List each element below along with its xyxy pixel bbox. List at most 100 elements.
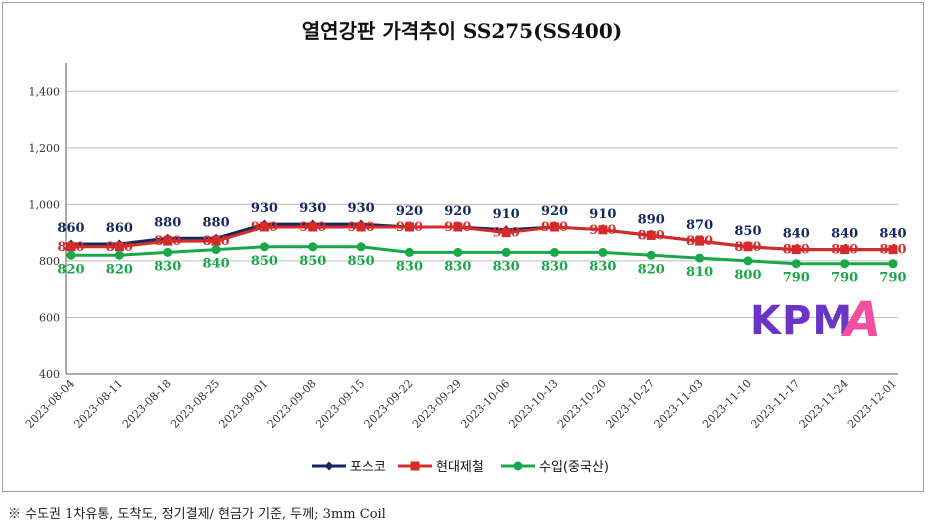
data-label: 820 xyxy=(57,262,84,277)
x-tick-label: 2023-09-15 xyxy=(313,377,367,431)
data-label: 850 xyxy=(734,224,761,239)
data-label: 920 xyxy=(348,220,375,235)
data-label: 850 xyxy=(57,240,84,255)
data-label: 910 xyxy=(589,223,616,238)
data-label: 830 xyxy=(493,259,520,274)
x-tick-label: 2023-09-29 xyxy=(410,377,464,431)
data-label: 920 xyxy=(396,204,423,219)
data-point xyxy=(501,228,511,238)
data-point xyxy=(695,253,705,263)
x-tick-label: 2023-08-18 xyxy=(120,377,174,431)
data-label: 930 xyxy=(251,201,278,216)
data-point xyxy=(163,247,173,257)
data-label: 880 xyxy=(154,215,181,230)
legend-label: 수입(중국산) xyxy=(539,460,609,475)
data-label: 920 xyxy=(444,220,471,235)
y-tick-label: 800 xyxy=(39,255,60,268)
kpma-logo: KPM A xyxy=(750,292,881,346)
data-label: 790 xyxy=(831,271,858,286)
data-label: 910 xyxy=(493,207,520,222)
data-point xyxy=(791,245,801,255)
data-point xyxy=(259,222,269,232)
data-point xyxy=(404,222,414,232)
data-label: 920 xyxy=(299,220,326,235)
x-tick-label: 2023-11-24 xyxy=(797,377,851,431)
x-tick-label: 2023-10-27 xyxy=(603,377,657,431)
line-chart: 열연강판 가격추이 SS275(SS400) 400 600 800 1,000 1,2… xyxy=(23,19,906,475)
series-line xyxy=(71,222,893,252)
data-point xyxy=(743,242,753,252)
series-line xyxy=(71,245,893,266)
legend-label: 포스코 xyxy=(350,460,386,475)
data-point xyxy=(163,236,173,246)
data-label: 800 xyxy=(734,268,761,283)
x-tick-label: 2023-11-10 xyxy=(700,377,754,431)
data-label: 840 xyxy=(831,227,858,242)
data-label: 890 xyxy=(638,228,665,243)
data-label: 920 xyxy=(541,204,568,219)
legend-marker xyxy=(324,461,334,471)
series-line xyxy=(71,225,893,252)
data-label: 900 xyxy=(493,226,520,241)
data-point xyxy=(695,236,705,246)
data-point xyxy=(646,230,656,240)
y-tick-label: 400 xyxy=(39,368,60,381)
x-tick-label: 2023-10-13 xyxy=(507,377,561,431)
data-label: 840 xyxy=(783,243,810,258)
data-point xyxy=(646,250,656,260)
data-label: 790 xyxy=(879,271,906,286)
data-point xyxy=(598,225,608,235)
y-tick-label: 1,200 xyxy=(29,142,61,155)
data-label: 810 xyxy=(686,265,713,280)
data-point xyxy=(114,242,124,252)
data-point xyxy=(888,245,898,255)
data-point xyxy=(114,250,124,260)
data-label: 890 xyxy=(638,212,665,227)
data-label: 870 xyxy=(686,234,713,249)
data-label: 830 xyxy=(444,259,471,274)
x-tick-label: 2023-10-20 xyxy=(555,377,609,431)
legend: 포스코 현대제철 수입(중국산) xyxy=(312,460,609,475)
data-point xyxy=(66,250,76,260)
data-point xyxy=(66,242,76,252)
data-label: 860 xyxy=(106,221,133,236)
data-label: 870 xyxy=(202,234,229,249)
data-label: 820 xyxy=(638,262,665,277)
data-label: 840 xyxy=(783,227,810,242)
x-tick-label: 2023-08-11 xyxy=(71,377,125,431)
data-label: 930 xyxy=(348,201,375,216)
data-point xyxy=(211,236,221,246)
legend-marker xyxy=(410,461,420,471)
data-point xyxy=(888,259,898,269)
data-label: 910 xyxy=(589,207,616,222)
data-label: 830 xyxy=(589,259,616,274)
data-point xyxy=(743,256,753,266)
y-tick-label: 1,400 xyxy=(29,85,61,98)
data-label: 920 xyxy=(251,220,278,235)
data-point xyxy=(453,222,463,232)
data-point xyxy=(791,259,801,269)
data-point xyxy=(840,259,850,269)
y-tick-label: 600 xyxy=(39,311,60,324)
data-label: 870 xyxy=(154,234,181,249)
data-label: 920 xyxy=(396,220,423,235)
x-tick-label: 2023-11-17 xyxy=(748,377,802,431)
data-label: 820 xyxy=(106,262,133,277)
x-tick-label: 2023-08-04 xyxy=(23,377,77,431)
data-point xyxy=(404,247,414,257)
x-tick-label: 2023-11-03 xyxy=(652,377,706,431)
data-point xyxy=(550,222,560,232)
data-point xyxy=(453,247,463,257)
x-tick-label: 2023-12-01 xyxy=(845,377,899,431)
data-label: 840 xyxy=(831,243,858,258)
data-label: 840 xyxy=(879,227,906,242)
data-label: 850 xyxy=(734,240,761,255)
data-point xyxy=(501,247,511,257)
data-label: 840 xyxy=(879,243,906,258)
data-point xyxy=(308,222,318,232)
legend-label: 현대제철 xyxy=(436,460,484,475)
data-label: 830 xyxy=(154,259,181,274)
footnote: ※ 수도권 1차유통, 도착도, 정기결제/ 현금가 기준, 두께; 3mm C… xyxy=(8,507,386,522)
data-label: 830 xyxy=(396,259,423,274)
